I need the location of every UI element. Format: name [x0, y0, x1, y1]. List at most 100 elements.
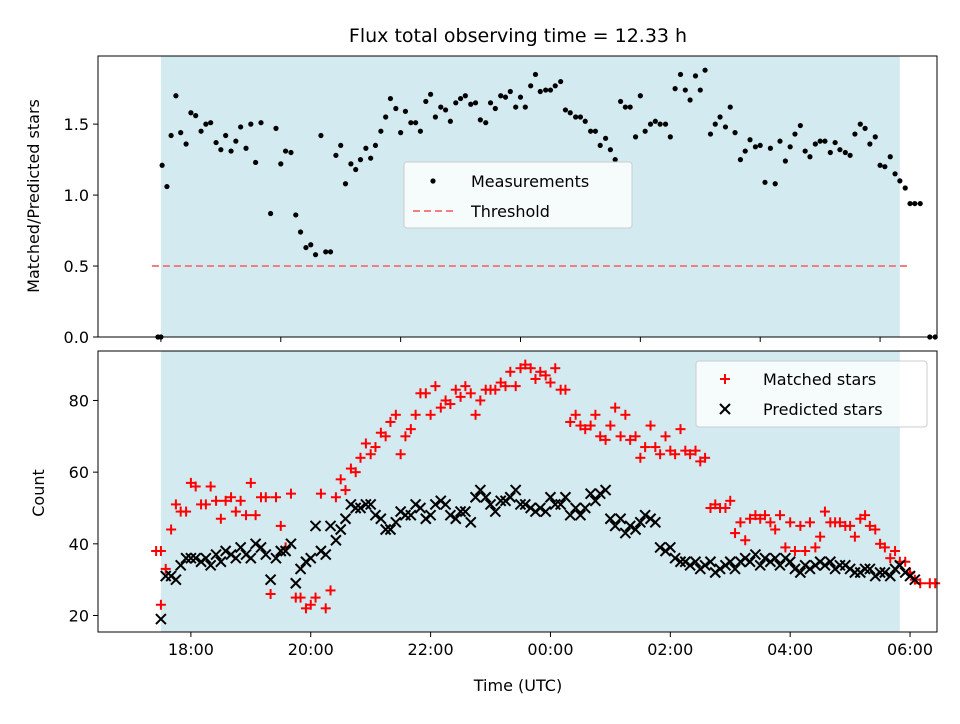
- matched-star-point: [765, 517, 776, 528]
- predicted-star-point: [444, 509, 457, 521]
- measurement-point: [657, 121, 663, 127]
- matched-star-point: [505, 366, 516, 377]
- predicted-star-point: [504, 491, 517, 503]
- measurement-point: [727, 104, 733, 110]
- measurement-point: [822, 138, 828, 144]
- measurement-point: [528, 83, 534, 89]
- count-y-axis-label: Count: [29, 469, 48, 517]
- legend-matched-label: Matched stars: [763, 370, 876, 389]
- matched-star-point: [640, 442, 651, 453]
- predicted-star-point: [270, 552, 282, 564]
- predicted-star-point: [339, 513, 352, 525]
- measurement-point: [672, 86, 678, 92]
- predicted-star-point: [219, 545, 232, 557]
- predicted-star-point: [390, 516, 402, 529]
- measurement-point: [897, 178, 903, 184]
- matched-star-point: [455, 391, 466, 402]
- measurement-point: [917, 200, 923, 207]
- measurement-point: [682, 87, 688, 93]
- y-tick-label: 40: [69, 535, 89, 554]
- measurement-point: [817, 138, 823, 144]
- measurement-point: [507, 88, 513, 95]
- measurement-point: [537, 88, 543, 95]
- measurement-point: [737, 157, 744, 163]
- measurement-point: [318, 132, 324, 139]
- predicted-star-point: [594, 487, 606, 500]
- matched-star-point: [265, 589, 276, 600]
- measurement-point: [372, 142, 379, 149]
- matched-star-point: [220, 495, 231, 506]
- measurement-point: [702, 67, 708, 73]
- predicted-star-point: [534, 502, 546, 514]
- predicted-star-point: [379, 523, 392, 536]
- measurement-point: [288, 149, 294, 156]
- measurement-point: [472, 100, 479, 106]
- matched-star-point: [500, 381, 511, 392]
- ratio-panel: 0.0 0.5 1.0 1.5 Flux total observing time =…: [24, 25, 938, 347]
- matched-star-point: [365, 449, 376, 460]
- predicted-star-point: [744, 556, 756, 568]
- matched-star-point: [789, 545, 800, 556]
- matched-star-point: [370, 442, 381, 453]
- matched-star-point: [245, 477, 256, 488]
- matched-star-point: [350, 467, 361, 478]
- measurement-point: [447, 118, 453, 124]
- predicted-star-point: [804, 563, 816, 575]
- predicted-star-point: [754, 559, 766, 572]
- matched-star-point: [740, 535, 751, 546]
- measurement-point: [588, 128, 594, 134]
- matched-star-point: [540, 370, 551, 381]
- measurement-point: [193, 113, 199, 119]
- measurement-point: [432, 114, 438, 120]
- measurement-point: [483, 120, 489, 126]
- measurement-point: [333, 152, 339, 158]
- measurement-point: [413, 120, 419, 126]
- measurement-point: [522, 104, 528, 110]
- measurement-point: [887, 154, 893, 160]
- predicted-star-point: [664, 541, 677, 554]
- measurement-point: [752, 144, 759, 150]
- measurement-point: [487, 100, 494, 106]
- measurement-point: [617, 98, 624, 105]
- measurement-point: [238, 124, 244, 130]
- predicted-star-point: [519, 498, 531, 511]
- matched-star-point: [610, 402, 621, 413]
- predicted-star-point: [554, 498, 567, 511]
- predicted-star-point: [859, 563, 871, 575]
- predicted-star-point: [480, 491, 492, 503]
- measurement-point: [203, 121, 209, 127]
- matched-star-point: [205, 481, 216, 492]
- predicted-star-point: [634, 516, 647, 529]
- predicted-star-point: [724, 556, 736, 568]
- count-legend-box: [695, 360, 928, 428]
- measurement-point: [502, 94, 509, 100]
- measurement-point: [692, 73, 699, 79]
- predicted-star-point: [429, 498, 442, 511]
- matched-star-point: [200, 499, 211, 510]
- measurement-point: [577, 114, 584, 120]
- predicted-star-point: [349, 502, 362, 514]
- predicted-star-point: [564, 509, 576, 521]
- y-tick-label: 80: [69, 391, 89, 410]
- measurement-point: [662, 121, 669, 127]
- matched-star-point: [834, 517, 845, 528]
- measurement-point: [402, 108, 409, 114]
- legend-measurements-label: Measurements: [471, 172, 589, 191]
- predicted-star-point: [824, 556, 837, 568]
- measurement-point: [902, 185, 908, 191]
- measurement-point: [517, 94, 524, 100]
- measurement-point: [597, 142, 603, 149]
- predicted-star-point: [180, 552, 192, 564]
- measurement-point: [282, 148, 289, 154]
- measurement-point: [408, 120, 414, 126]
- matched-star-point: [166, 524, 177, 535]
- predicted-star-point: [495, 495, 507, 507]
- measurement-point: [712, 121, 718, 127]
- matched-star-point: [900, 556, 911, 567]
- measurement-point: [573, 114, 579, 120]
- matched-star-point: [275, 520, 286, 531]
- y-tick-label: 1.0: [64, 186, 89, 205]
- measurement-point: [273, 125, 279, 131]
- measurement-point: [168, 132, 174, 139]
- predicted-star-point: [375, 513, 387, 525]
